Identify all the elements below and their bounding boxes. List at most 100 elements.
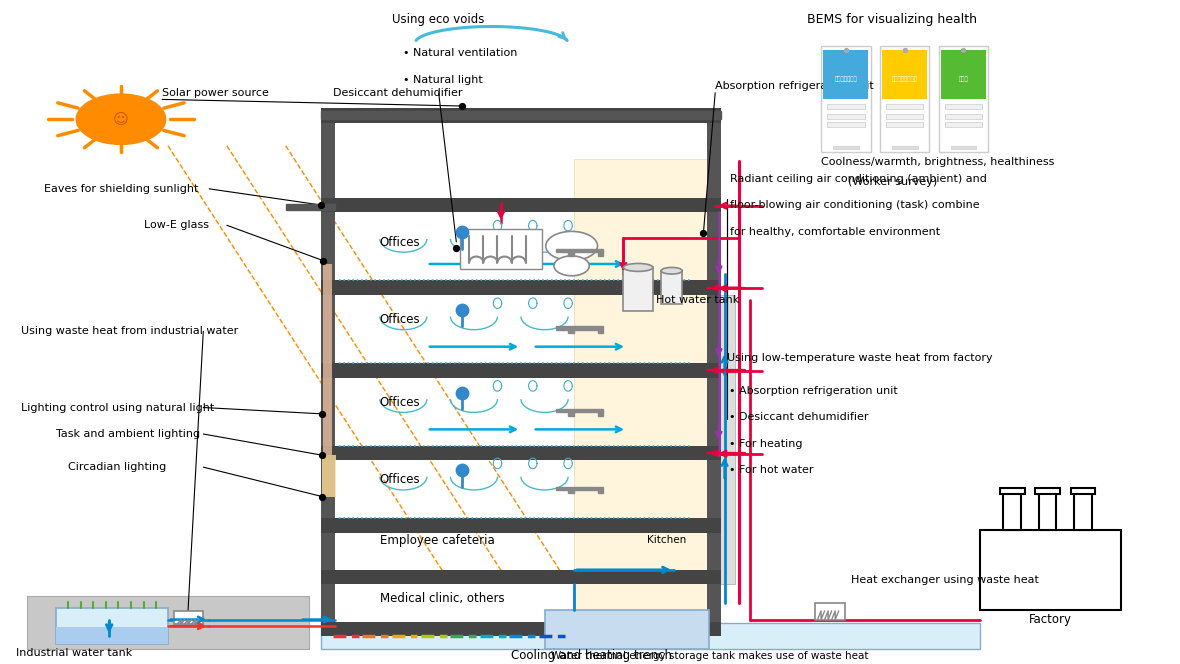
Point bbox=[694, 228, 713, 238]
FancyBboxPatch shape bbox=[827, 104, 865, 110]
FancyBboxPatch shape bbox=[945, 104, 982, 110]
FancyBboxPatch shape bbox=[321, 570, 721, 584]
FancyBboxPatch shape bbox=[321, 198, 721, 212]
FancyBboxPatch shape bbox=[322, 456, 336, 497]
FancyBboxPatch shape bbox=[597, 252, 603, 256]
FancyBboxPatch shape bbox=[556, 487, 603, 490]
FancyBboxPatch shape bbox=[321, 112, 721, 120]
Text: Kitchen: Kitchen bbox=[647, 535, 686, 545]
FancyBboxPatch shape bbox=[597, 412, 603, 416]
FancyBboxPatch shape bbox=[286, 205, 335, 210]
Text: 明るさリクエスト: 明るさリクエスト bbox=[892, 77, 918, 82]
FancyBboxPatch shape bbox=[321, 623, 979, 649]
FancyBboxPatch shape bbox=[707, 295, 735, 584]
Text: Lighting control using natural light: Lighting control using natural light bbox=[21, 402, 214, 412]
Point bbox=[313, 491, 332, 502]
FancyBboxPatch shape bbox=[1035, 488, 1060, 493]
FancyBboxPatch shape bbox=[880, 46, 930, 153]
Point bbox=[896, 45, 914, 56]
Point bbox=[453, 465, 472, 475]
FancyBboxPatch shape bbox=[321, 363, 721, 378]
FancyBboxPatch shape bbox=[556, 409, 603, 412]
FancyBboxPatch shape bbox=[460, 229, 542, 269]
FancyBboxPatch shape bbox=[661, 271, 682, 304]
Text: Using eco voids: Using eco voids bbox=[393, 13, 485, 27]
FancyBboxPatch shape bbox=[321, 280, 721, 295]
Text: Medical clinic, others: Medical clinic, others bbox=[380, 592, 504, 605]
FancyBboxPatch shape bbox=[833, 146, 859, 149]
FancyBboxPatch shape bbox=[1070, 488, 1095, 493]
Text: • Natural ventilation: • Natural ventilation bbox=[404, 48, 518, 58]
FancyBboxPatch shape bbox=[321, 446, 721, 460]
Text: Eaves for shielding sunlight: Eaves for shielding sunlight bbox=[45, 184, 198, 194]
Text: Using low-temperature waste heat from factory: Using low-temperature waste heat from fa… bbox=[727, 353, 992, 363]
Text: • Desiccant dehumidifier: • Desiccant dehumidifier bbox=[729, 412, 868, 422]
Text: • For hot water: • For hot water bbox=[729, 465, 814, 475]
FancyBboxPatch shape bbox=[951, 146, 976, 149]
Point bbox=[312, 200, 330, 210]
Point bbox=[313, 408, 332, 419]
Text: Heat exchanger using waste heat: Heat exchanger using waste heat bbox=[851, 575, 1038, 585]
Circle shape bbox=[77, 94, 165, 145]
Text: Radiant ceiling air conditioning (ambient) and: Radiant ceiling air conditioning (ambien… bbox=[730, 174, 988, 184]
FancyBboxPatch shape bbox=[568, 412, 573, 416]
Text: Task and ambient lighting: Task and ambient lighting bbox=[57, 429, 201, 439]
Text: (Worker survey): (Worker survey) bbox=[848, 177, 937, 187]
Point bbox=[453, 387, 472, 398]
Text: Desiccant dehumidifier: Desiccant dehumidifier bbox=[333, 88, 463, 98]
Text: Circadian lighting: Circadian lighting bbox=[68, 462, 166, 472]
Text: Offices: Offices bbox=[380, 473, 420, 487]
Point bbox=[453, 101, 472, 112]
FancyBboxPatch shape bbox=[597, 490, 603, 493]
FancyBboxPatch shape bbox=[544, 610, 709, 649]
FancyBboxPatch shape bbox=[1074, 490, 1092, 530]
Text: Offices: Offices bbox=[380, 313, 420, 326]
FancyBboxPatch shape bbox=[707, 120, 721, 636]
FancyBboxPatch shape bbox=[886, 114, 924, 120]
Point bbox=[313, 450, 332, 461]
Text: • Natural light: • Natural light bbox=[404, 74, 483, 84]
FancyBboxPatch shape bbox=[883, 50, 927, 100]
Text: 健康感: 健康感 bbox=[958, 77, 969, 82]
FancyBboxPatch shape bbox=[979, 530, 1121, 610]
FancyBboxPatch shape bbox=[556, 327, 603, 330]
FancyBboxPatch shape bbox=[321, 622, 721, 636]
FancyBboxPatch shape bbox=[945, 122, 982, 127]
Text: Industrial water tank: Industrial water tank bbox=[15, 647, 132, 657]
Point bbox=[447, 243, 466, 254]
Text: floor-blowing air conditioning (task) combine: floor-blowing air conditioning (task) co… bbox=[730, 201, 981, 210]
Text: for healthy, comfortable environment: for healthy, comfortable environment bbox=[730, 227, 940, 237]
Text: Using waste heat from industrial water: Using waste heat from industrial water bbox=[21, 326, 238, 336]
FancyBboxPatch shape bbox=[173, 611, 203, 624]
FancyBboxPatch shape bbox=[623, 268, 653, 311]
Text: Hot water tank: Hot water tank bbox=[656, 295, 740, 305]
FancyBboxPatch shape bbox=[1038, 490, 1056, 530]
FancyBboxPatch shape bbox=[568, 252, 573, 256]
FancyBboxPatch shape bbox=[892, 146, 918, 149]
FancyBboxPatch shape bbox=[886, 104, 924, 110]
Point bbox=[837, 45, 856, 56]
Text: • Absorption refrigeration unit: • Absorption refrigeration unit bbox=[729, 386, 898, 396]
Circle shape bbox=[553, 256, 589, 276]
Text: Low-E glass: Low-E glass bbox=[144, 220, 210, 230]
Text: BEMS for visualizing health: BEMS for visualizing health bbox=[807, 13, 977, 27]
FancyBboxPatch shape bbox=[1003, 490, 1021, 530]
FancyBboxPatch shape bbox=[999, 488, 1024, 493]
FancyBboxPatch shape bbox=[568, 330, 573, 333]
Text: Coolness/warmth, brightness, healthiness: Coolness/warmth, brightness, healthiness bbox=[821, 157, 1055, 167]
Text: Offices: Offices bbox=[380, 236, 420, 249]
FancyBboxPatch shape bbox=[321, 108, 721, 123]
Ellipse shape bbox=[623, 264, 653, 272]
Text: ☺: ☺ bbox=[113, 112, 129, 127]
Ellipse shape bbox=[661, 268, 682, 274]
FancyBboxPatch shape bbox=[886, 122, 924, 127]
Point bbox=[453, 227, 472, 238]
FancyBboxPatch shape bbox=[942, 50, 985, 100]
FancyBboxPatch shape bbox=[597, 330, 603, 333]
Text: Cooling and heating trench: Cooling and heating trench bbox=[511, 649, 673, 663]
FancyBboxPatch shape bbox=[815, 603, 845, 620]
FancyBboxPatch shape bbox=[321, 120, 335, 636]
FancyBboxPatch shape bbox=[939, 46, 988, 153]
FancyBboxPatch shape bbox=[57, 608, 168, 644]
Text: Water thermal energy storage tank makes use of waste heat: Water thermal energy storage tank makes … bbox=[551, 651, 868, 661]
